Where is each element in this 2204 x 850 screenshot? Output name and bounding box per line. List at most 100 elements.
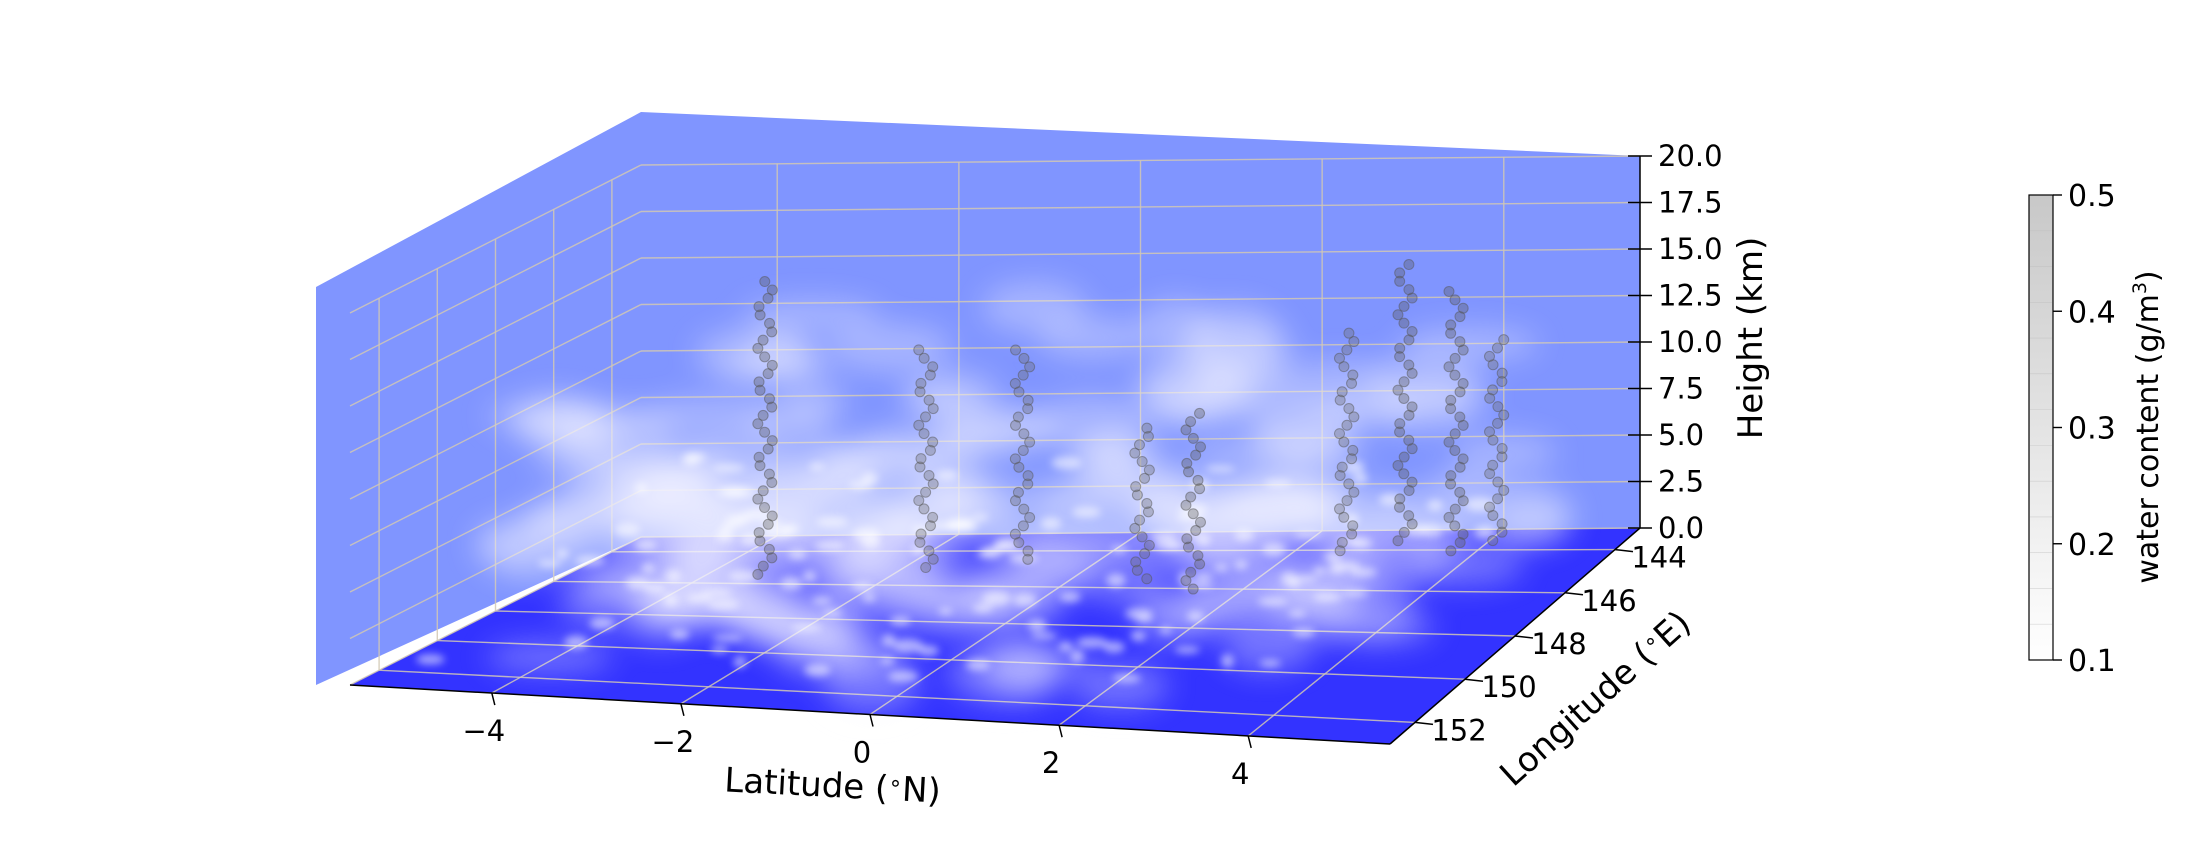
- cloud-blob: [1400, 547, 1524, 586]
- cloud-dot: [1353, 472, 1368, 484]
- tower-point: [1492, 493, 1504, 505]
- tower-point: [1180, 575, 1192, 587]
- tower-point: [764, 317, 776, 329]
- cloud-dot: [684, 452, 707, 462]
- cloud-blob: [1043, 485, 1159, 518]
- cloud-dot: [809, 463, 825, 471]
- cloud-dot: [1112, 673, 1141, 683]
- x-title-pre: Latitude (: [723, 760, 889, 809]
- tower-point: [1394, 501, 1406, 513]
- cloud-dot: [1234, 560, 1248, 570]
- cloud-dot: [625, 576, 650, 590]
- tower-point: [757, 485, 769, 497]
- floor-gridline-y: [437, 639, 1466, 680]
- cloud-blob: [511, 393, 604, 452]
- tower-point: [1496, 526, 1508, 538]
- cloud-dot: [880, 657, 895, 665]
- left-gridline-z: [349, 303, 642, 454]
- cloud-blob: [981, 281, 1087, 334]
- tower-point: [1454, 461, 1466, 473]
- cloud-dot: [1070, 649, 1084, 664]
- tower-point: [923, 545, 935, 557]
- tower-point: [1498, 334, 1510, 346]
- tower-point: [1338, 361, 1350, 373]
- cloud-dot: [1159, 626, 1172, 635]
- cloud-dot: [1059, 591, 1081, 603]
- cloud-dot: [982, 591, 1011, 606]
- cloud-blob: [748, 461, 879, 512]
- tower-point: [1333, 352, 1345, 364]
- cloud-dot: [881, 634, 896, 647]
- cloud-dot: [763, 518, 781, 526]
- y-tick-label: 144: [1631, 541, 1686, 575]
- cloud-dot: [1103, 641, 1125, 654]
- cloud-dot: [788, 549, 807, 560]
- cloud-blob: [1087, 563, 1167, 606]
- tower-point: [1498, 409, 1510, 421]
- tower-point: [1183, 466, 1195, 478]
- cloud-dot: [1343, 460, 1365, 474]
- tower-point: [1403, 434, 1415, 446]
- tower-point: [1449, 520, 1461, 532]
- tower-point: [1194, 407, 1206, 419]
- tower-point: [1130, 556, 1142, 568]
- cloud-dot: [707, 599, 740, 610]
- cloud-dot: [1259, 659, 1281, 667]
- y-tick: [1614, 548, 1634, 553]
- cloud-dot: [938, 607, 953, 615]
- cloud-dot: [1076, 636, 1109, 649]
- cloud-dots: [416, 452, 1496, 683]
- tower-point: [920, 486, 932, 498]
- tower-point: [1484, 501, 1496, 513]
- cloud-dot: [1262, 542, 1286, 557]
- cloud-blob: [726, 615, 858, 645]
- tower-point: [1009, 528, 1021, 540]
- tower-point: [1010, 344, 1022, 356]
- cloud-dot: [1205, 465, 1235, 472]
- tower-point: [1009, 453, 1021, 465]
- cloud-dot: [1292, 627, 1315, 637]
- tower-point: [1017, 520, 1029, 532]
- tower-point: [1134, 514, 1146, 526]
- z-tick-label: 20.0: [1658, 139, 1723, 173]
- cloud-dot: [862, 593, 876, 602]
- cloud-dot: [643, 582, 666, 594]
- cloud-dot: [1288, 610, 1306, 617]
- tower-point: [923, 469, 935, 481]
- tower-point: [914, 536, 926, 548]
- x-tick-label: 2: [1042, 746, 1060, 780]
- tower-point: [1341, 344, 1353, 356]
- z-tick-label: 2.5: [1658, 465, 1704, 499]
- tower-point: [754, 460, 766, 472]
- cloud-blob: [814, 436, 945, 473]
- x-tick-label: −2: [652, 725, 695, 759]
- tower-point: [1343, 403, 1355, 415]
- convective-tower: [1333, 327, 1360, 557]
- x-title-deg: ∘: [888, 771, 903, 797]
- tower-point: [914, 386, 926, 398]
- tower-point: [1022, 470, 1034, 482]
- cloud-dot: [1027, 619, 1047, 632]
- tower-point: [924, 444, 936, 456]
- tower-point: [1348, 486, 1360, 498]
- cloud-dot: [812, 597, 832, 605]
- left-gridline-z: [349, 350, 642, 500]
- tower-point: [1449, 369, 1461, 381]
- cloud-dot: [1313, 592, 1342, 602]
- cloud-dot: [538, 559, 562, 568]
- cloud-dot: [1051, 456, 1082, 469]
- tower-point: [1457, 302, 1469, 314]
- back-gridline-z: [640, 155, 1641, 166]
- cloud-dot: [575, 555, 605, 566]
- tower-point: [1185, 491, 1197, 503]
- tower-point: [1392, 384, 1404, 396]
- cloud-dot: [614, 522, 641, 537]
- y-tick: [1564, 592, 1584, 596]
- tower-point: [1334, 545, 1346, 557]
- tower-point: [1394, 426, 1406, 438]
- tower-point: [1406, 401, 1418, 413]
- z-tick-label: 12.5: [1658, 279, 1723, 313]
- cloud-dot: [1257, 597, 1288, 606]
- cloud-dot: [1404, 524, 1428, 536]
